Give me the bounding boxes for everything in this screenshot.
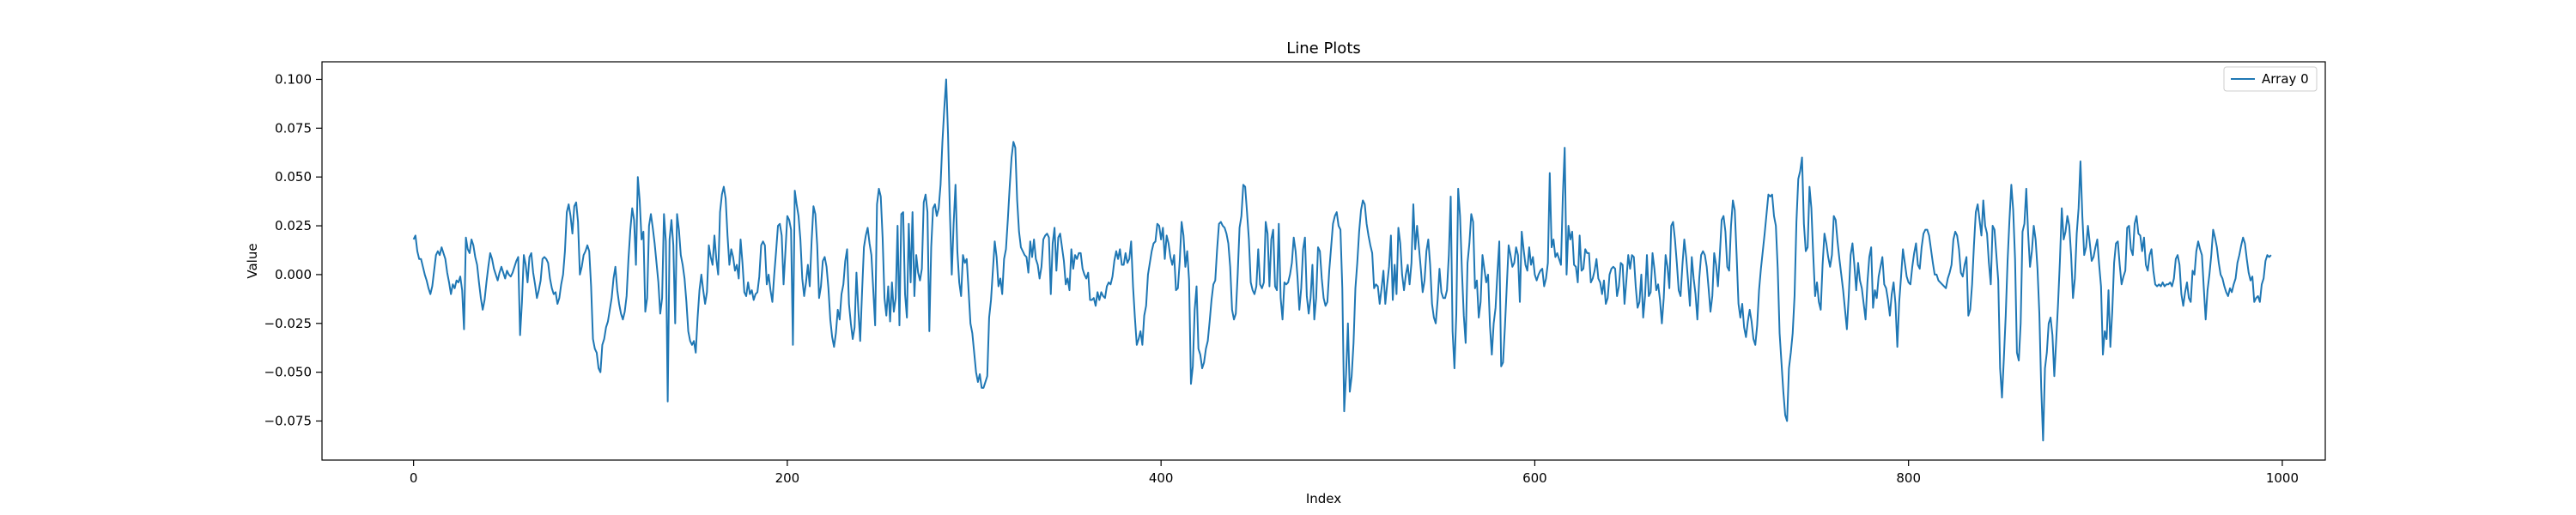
x-tick-label: 0 bbox=[410, 470, 418, 486]
y-tick-label: −0.025 bbox=[264, 316, 312, 331]
x-tick-label: 200 bbox=[775, 470, 800, 486]
x-tick-label: 800 bbox=[1896, 470, 1921, 486]
legend: Array 0 bbox=[2223, 66, 2318, 92]
y-tick-label: 0.025 bbox=[275, 218, 312, 233]
x-tick-label: 1000 bbox=[2266, 470, 2299, 486]
legend-box bbox=[2223, 66, 2318, 92]
y-tick-label: 0.075 bbox=[275, 120, 312, 136]
y-axis: −0.075 −0.050 −0.025 0.000 0.025 0.050 0.075 0.… bbox=[264, 71, 322, 429]
series-line-0 bbox=[412, 78, 2272, 442]
x-tick-label: 400 bbox=[1149, 470, 1174, 486]
y-tick-label: −0.075 bbox=[264, 414, 312, 429]
x-axis-label: Index bbox=[1306, 491, 1341, 506]
x-axis: 0 200 400 600 800 1000 bbox=[410, 460, 2299, 486]
plot-area bbox=[412, 78, 2272, 442]
x-tick-label: 600 bbox=[1522, 470, 1547, 486]
y-tick-label: 0.100 bbox=[275, 71, 312, 87]
axes-frame bbox=[321, 61, 2326, 461]
y-axis-label: Value bbox=[245, 243, 260, 278]
y-tick-label: −0.050 bbox=[264, 365, 312, 380]
y-tick-label: 0.050 bbox=[275, 169, 312, 185]
legend-label: Array 0 bbox=[2262, 71, 2309, 87]
y-tick-label: 0.000 bbox=[275, 267, 312, 282]
chart-title: Line Plots bbox=[1286, 39, 1361, 58]
